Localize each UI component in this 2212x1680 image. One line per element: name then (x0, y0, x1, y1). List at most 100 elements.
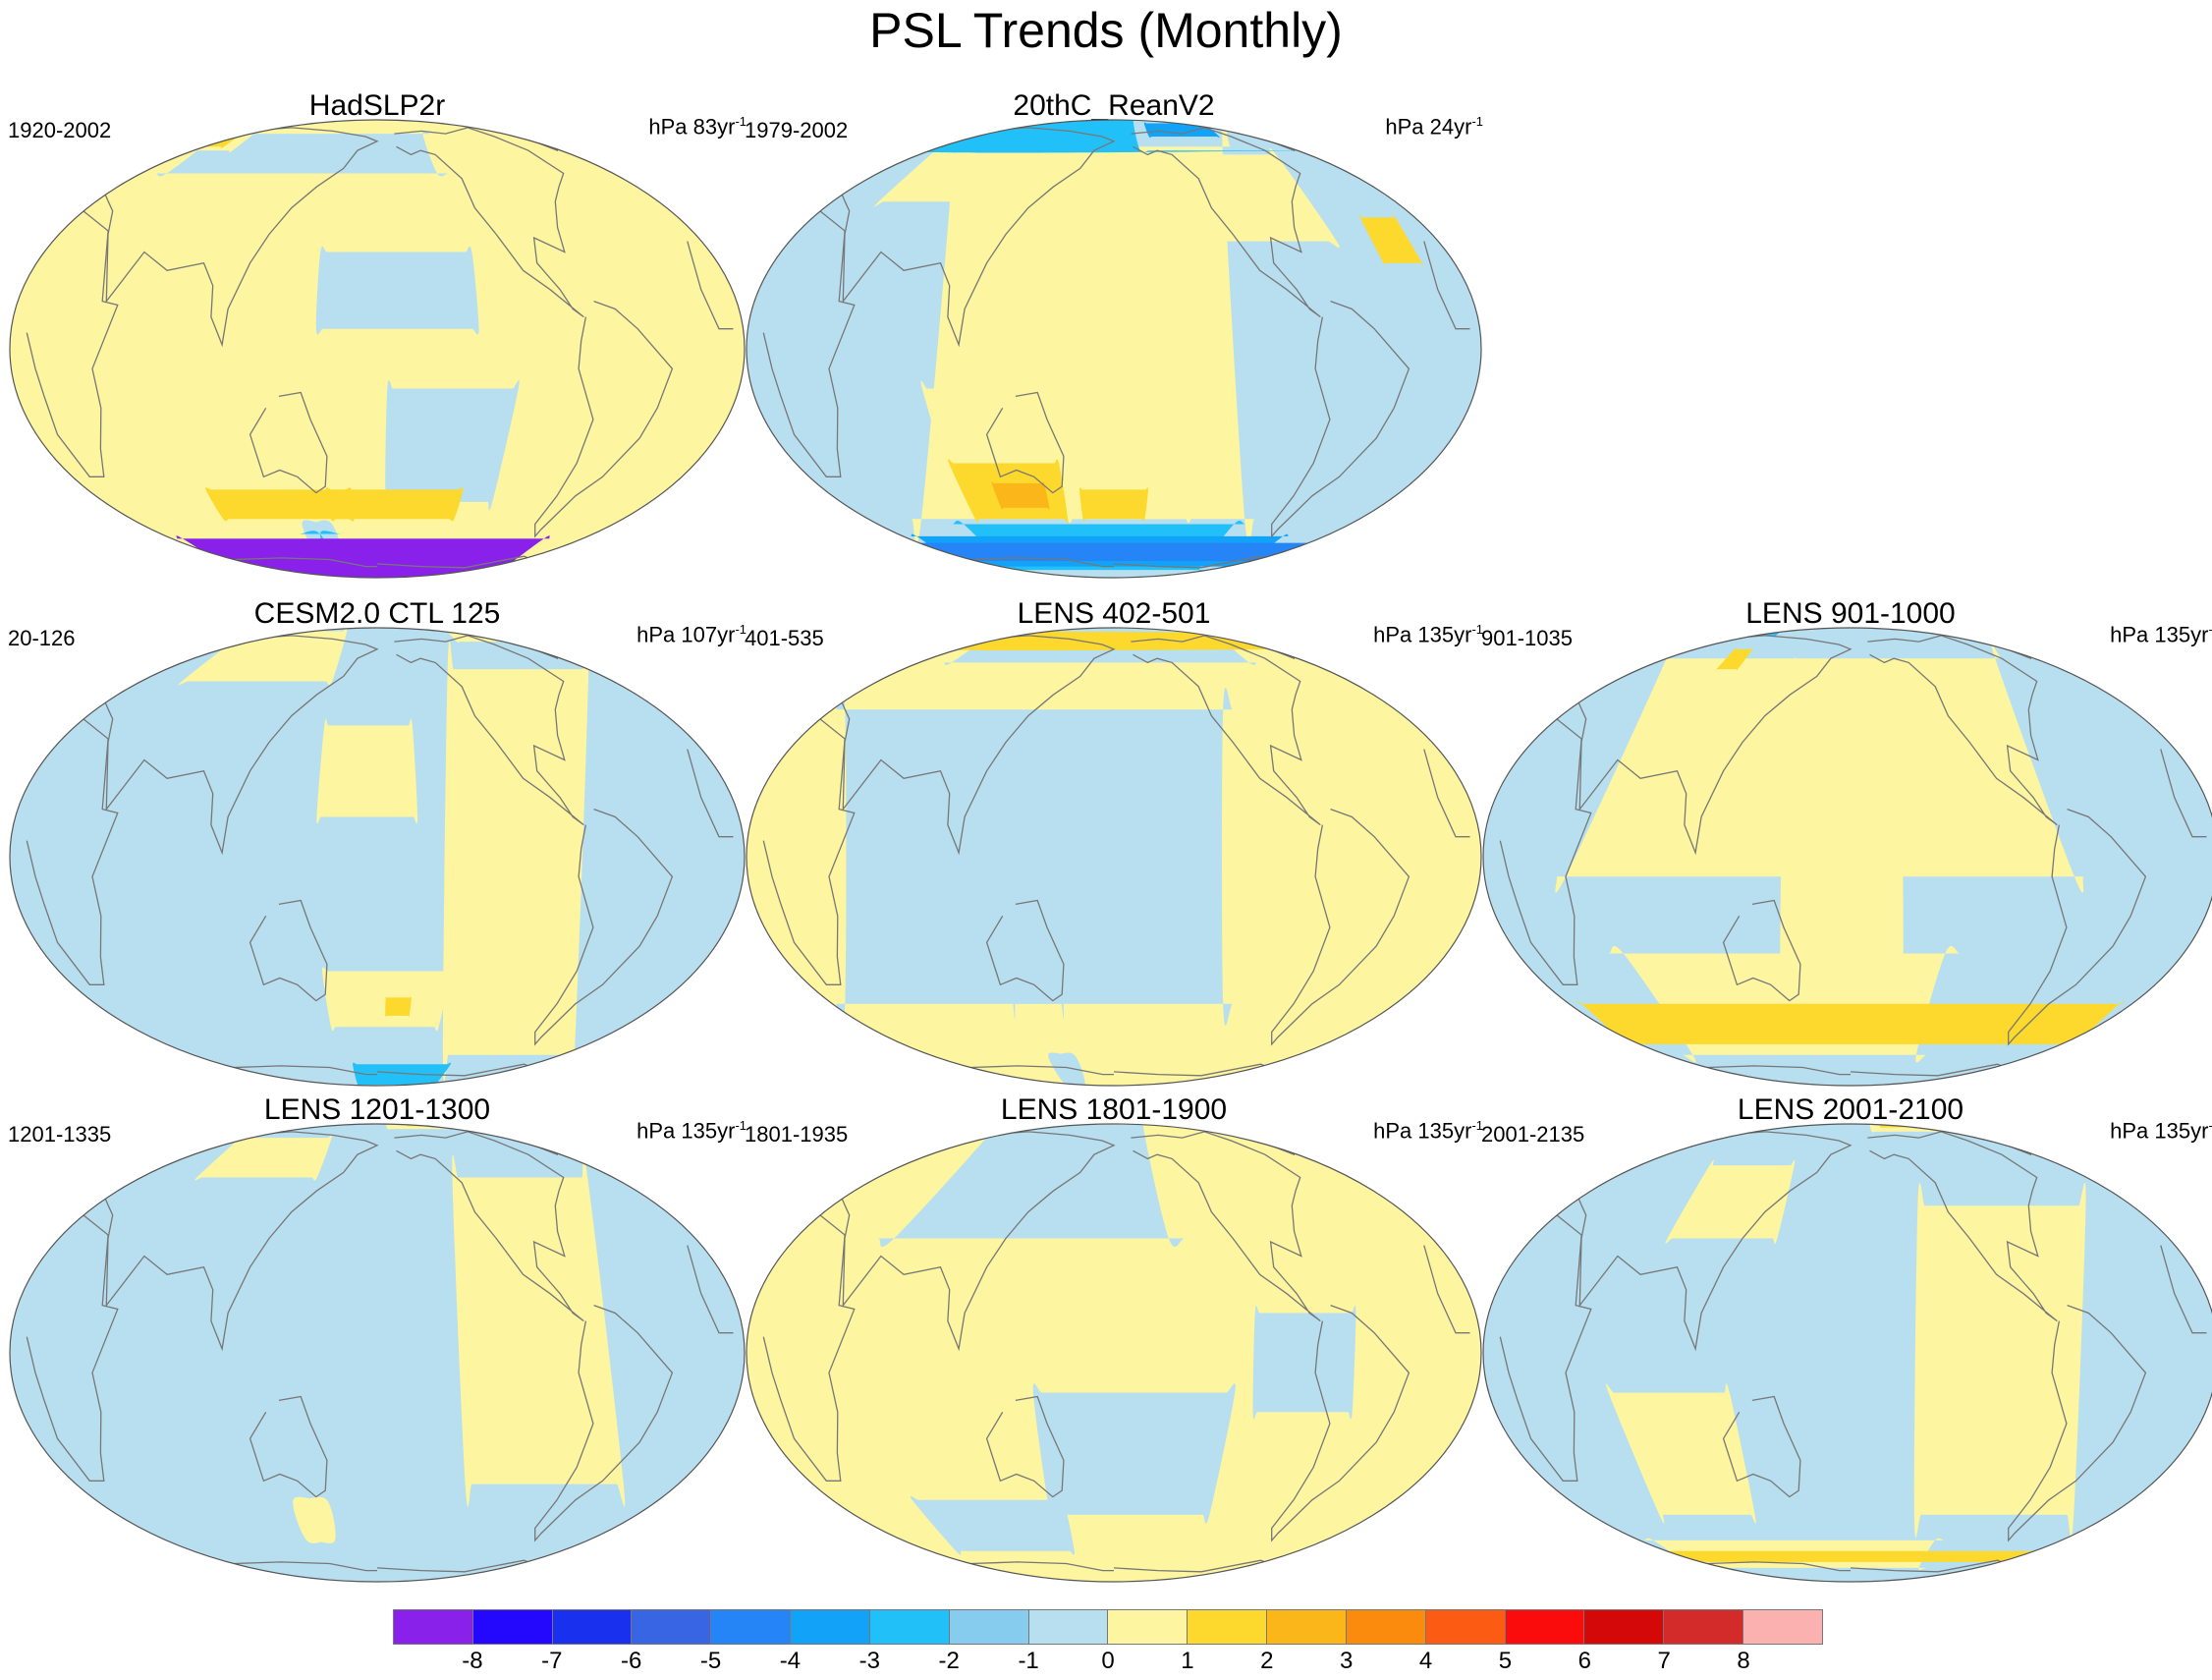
colorbar-swatch (1028, 1610, 1109, 1644)
panel-title: CESM2.0 CTL 125 (253, 597, 501, 630)
panel-years: 1801-1935 (745, 1122, 849, 1147)
colorbar-swatch (394, 1610, 473, 1644)
coastline (1271, 808, 1410, 1046)
trend-contour (1358, 213, 1424, 267)
coastline (1867, 1131, 2058, 1322)
map-panel-1: HadSLP2r 1920-2002 hPa 83yr-1 (8, 88, 747, 580)
colorbar-tick-label: 5 (1498, 1648, 1513, 1674)
panel-title: LENS 901-1000 (1745, 597, 1956, 630)
trend-contour (1664, 656, 1796, 850)
coastline (2008, 808, 2147, 1046)
coastline (394, 635, 584, 826)
coastline (1867, 635, 2058, 826)
coastline (26, 718, 734, 985)
trend-contour (1143, 122, 1220, 138)
colorbar-labels: -8 -7 -6 -5 -4 -3 -2 -1 0 1 2 3 4 5 6 7 8 (393, 1647, 1823, 1678)
coastline (985, 391, 1065, 494)
panel-title: LENS 1801-1900 (1000, 1093, 1228, 1126)
coastline (249, 1395, 328, 1498)
panel-years: 901-1035 (1481, 626, 1573, 650)
trend-contour (1127, 147, 1340, 249)
panel-years: 1979-2002 (745, 118, 849, 142)
colorbar-tick-label: -3 (858, 1648, 880, 1674)
colorbar-tick-label: -2 (938, 1648, 960, 1674)
robinson-map (1482, 627, 2212, 1087)
colorbar-tick-label: 4 (1418, 1648, 1433, 1674)
trend-contour (444, 628, 538, 644)
coastline (1271, 1304, 1410, 1542)
robinson-map (746, 1123, 1482, 1583)
panel-units: hPa 135yr-1 (2110, 1118, 2212, 1144)
map-panel-2: 20thC_ReanV2 1979-2002 hPa 24yr-1 (745, 88, 1483, 580)
map-panel-6: LENS 1201-1300 1201-1335 hPa 135yr-1 (8, 1092, 747, 1584)
colorbar-swatch (1584, 1610, 1665, 1644)
trend-contour (848, 120, 1374, 153)
trend-contour (1605, 1383, 1756, 1524)
trend-contour (1252, 1306, 1356, 1420)
panel-title: LENS 402-501 (1017, 597, 1211, 630)
coastline (534, 808, 674, 1046)
trend-contour (753, 1124, 1481, 1247)
panel-title: LENS 1201-1300 (263, 1093, 491, 1126)
map-border (1482, 1123, 2212, 1583)
coastline (26, 210, 734, 477)
trend-contour (453, 628, 512, 634)
trend-contour (1913, 1182, 2086, 1539)
coastline (394, 127, 584, 318)
trend-contour (835, 541, 1391, 563)
coastline (26, 1214, 734, 1482)
panel-title: LENS 2001-2100 (1737, 1093, 1964, 1126)
trend-contour (993, 782, 1065, 1020)
panel-units: hPa 83yr-1 (648, 114, 747, 140)
robinson-map (746, 119, 1482, 579)
trend-contour (205, 487, 355, 522)
colorbar-swatch (1743, 1610, 1822, 1644)
map-field (747, 628, 1481, 1086)
coastline (1722, 899, 1801, 1002)
map-field (10, 120, 745, 578)
colorbar-swatch (949, 1610, 1029, 1644)
trend-contour (1715, 647, 1754, 671)
trend-contour (910, 1495, 1075, 1555)
trend-contour (774, 688, 1455, 1026)
coastline (1499, 1214, 2207, 1482)
trend-contour (1578, 1549, 2122, 1563)
colorbar-tick-label: -8 (462, 1648, 483, 1674)
colorbar-swatch (791, 1610, 870, 1644)
map-border (9, 627, 746, 1087)
colorbar-tick-label: 1 (1181, 1648, 1194, 1674)
trend-contour (1665, 1159, 1796, 1245)
coastline (1499, 718, 2207, 985)
panel-years: 2001-2135 (1481, 1122, 1585, 1147)
colorbar-swatch (632, 1610, 712, 1644)
map-border (9, 119, 746, 579)
coastline (762, 1214, 1470, 1482)
coastline (249, 391, 328, 494)
map-panel-3: CESM2.0 CTL 125 20-126 hPa 107yr-1 (8, 596, 747, 1088)
field-background (10, 1124, 745, 1582)
panel-units: hPa 135yr-1 (1373, 622, 1483, 647)
trend-contour (385, 379, 520, 511)
colorbar-tick-label: 8 (1737, 1648, 1750, 1674)
colorbar-swatch (472, 1610, 553, 1644)
trend-contour (991, 481, 1050, 510)
panel-units: hPa 135yr-1 (2110, 622, 2212, 647)
robinson-map (9, 119, 746, 579)
map-field (1483, 628, 2212, 1086)
trend-contour (385, 996, 412, 1018)
coastline (1271, 300, 1410, 538)
map-panel-8: LENS 2001-2100 2001-2135 hPa 135yr-1 (1481, 1092, 2212, 1584)
coastline (1131, 635, 1321, 826)
map-border (9, 1123, 746, 1583)
panel-years: 1920-2002 (8, 118, 112, 142)
colorbar-swatch (552, 1610, 633, 1644)
colorbar-tick-label: 6 (1577, 1648, 1591, 1674)
panel-title: HadSLP2r (308, 89, 446, 122)
coastline (985, 899, 1065, 1002)
trend-contour (325, 487, 464, 522)
figure-title: PSL Trends (Monthly) (869, 3, 1343, 58)
map-border (746, 627, 1482, 1087)
coastline (534, 300, 674, 538)
robinson-map (9, 627, 746, 1087)
panel-units: hPa 135yr-1 (1373, 1118, 1483, 1144)
